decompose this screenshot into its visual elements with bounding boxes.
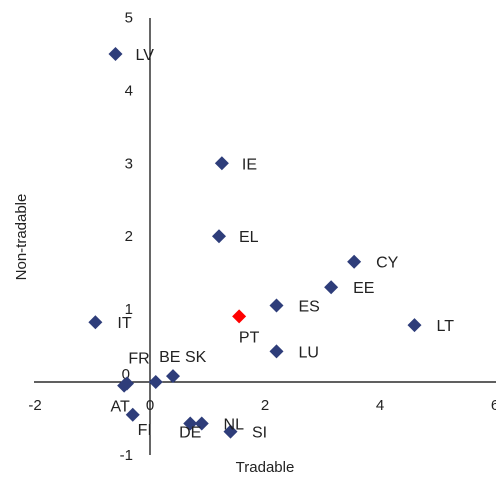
data-point-fi <box>125 407 140 422</box>
axes <box>34 18 496 455</box>
x-tick-label: 6 <box>491 397 496 414</box>
point-label-lv: LV <box>136 47 155 64</box>
y-tick-label: 4 <box>125 82 133 99</box>
y-tick-label: 0 <box>122 366 130 383</box>
data-point-lt <box>407 318 422 333</box>
data-point-ie <box>214 156 229 171</box>
point-label-it: IT <box>117 315 131 332</box>
data-point-pt <box>232 309 247 324</box>
x-axis-title: Tradable <box>236 459 295 476</box>
point-label-si: SI <box>252 425 267 442</box>
point-label-at: AT <box>110 399 129 416</box>
y-tick-labels: -1 0 1 2 3 4 5 <box>120 10 133 464</box>
point-label-fr: FR <box>128 350 149 367</box>
data-point-nl <box>194 416 209 431</box>
y-tick-label: 2 <box>125 228 133 245</box>
x-tick-label: -2 <box>28 397 41 414</box>
x-tick-label: 4 <box>376 397 384 414</box>
x-tick-label: 2 <box>261 397 269 414</box>
point-label-cy: CY <box>376 255 399 272</box>
point-label-be: BE <box>159 349 180 366</box>
point-label-es: ES <box>299 298 320 315</box>
data-point-it <box>88 315 103 330</box>
point-label-de: DE <box>179 425 201 442</box>
point-label-sk: SK <box>185 349 207 366</box>
point-label-pt: PT <box>239 329 260 346</box>
data-point-es <box>269 298 284 313</box>
point-label-ie: IE <box>242 156 257 173</box>
point-label-lt: LT <box>437 318 455 335</box>
y-tick-label: 5 <box>125 10 133 27</box>
x-tick-labels: -2 0 2 4 6 <box>28 397 496 414</box>
data-point-at <box>117 378 132 393</box>
data-points <box>88 46 422 439</box>
data-point-be <box>148 375 163 389</box>
point-label-fi: FI <box>138 422 152 439</box>
data-point-lv <box>108 46 123 61</box>
y-tick-label: 1 <box>125 301 133 318</box>
y-tick-label: 3 <box>125 155 133 172</box>
y-tick-label: -1 <box>120 447 133 464</box>
data-point-cy <box>347 254 362 269</box>
data-point-sk <box>166 369 180 384</box>
data-point-ee <box>324 280 339 295</box>
data-point-de <box>183 416 198 431</box>
x-tick-label: 0 <box>146 397 154 414</box>
point-label-ee: EE <box>353 280 374 297</box>
point-label-lu: LU <box>299 344 319 361</box>
point-label-el: EL <box>239 229 259 246</box>
data-point-el <box>212 229 226 244</box>
data-point-si <box>223 424 238 439</box>
y-axis-title: Non-tradable <box>13 194 30 281</box>
point-label-nl: NL <box>224 417 245 434</box>
data-point-lu <box>269 344 284 359</box>
